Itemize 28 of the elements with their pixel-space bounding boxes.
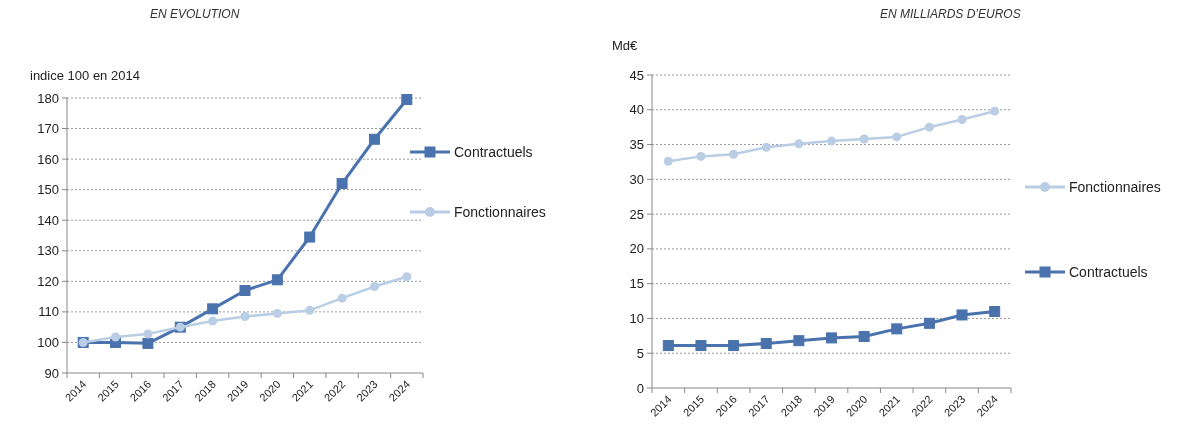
legend-label: Contractuels	[1069, 263, 1148, 280]
y-tick-label: 10	[629, 310, 644, 326]
legend-label: Fonctionnaires	[1069, 178, 1161, 195]
y-tick-label: 20	[629, 241, 644, 257]
y-tick-label: 100	[37, 334, 59, 350]
y-tick-label: 90	[44, 365, 59, 381]
y-tick-label: 160	[37, 151, 59, 167]
y-tick-label: 120	[37, 273, 59, 289]
y-tick-label: 15	[629, 276, 644, 292]
y-tick-label: 35	[629, 137, 644, 153]
y-tick-label: 180	[37, 90, 59, 106]
y-tick-label: 170	[37, 121, 59, 137]
y-tick-label: 40	[629, 102, 644, 118]
y-tick-label: 150	[37, 182, 59, 198]
y-tick-label: 110	[38, 304, 59, 320]
y-axis-title: indice 100 en 2014	[30, 68, 140, 83]
y-tick-label: 45	[629, 67, 644, 83]
chart-title: EN MILLIARDS D’EUROS	[880, 7, 1021, 21]
y-tick-label: 130	[37, 243, 59, 259]
legend-label: Fonctionnaires	[454, 203, 546, 220]
y-tick-label: 140	[37, 212, 59, 228]
y-axis-title: Md€	[612, 38, 639, 53]
y-tick-label: 0	[636, 380, 644, 396]
y-tick-label: 30	[629, 171, 644, 187]
y-tick-label: 5	[636, 345, 644, 361]
chart-title: EN EVOLUTION	[150, 7, 240, 21]
legend-label: Contractuels	[454, 143, 533, 160]
y-tick-label: 25	[629, 206, 644, 222]
